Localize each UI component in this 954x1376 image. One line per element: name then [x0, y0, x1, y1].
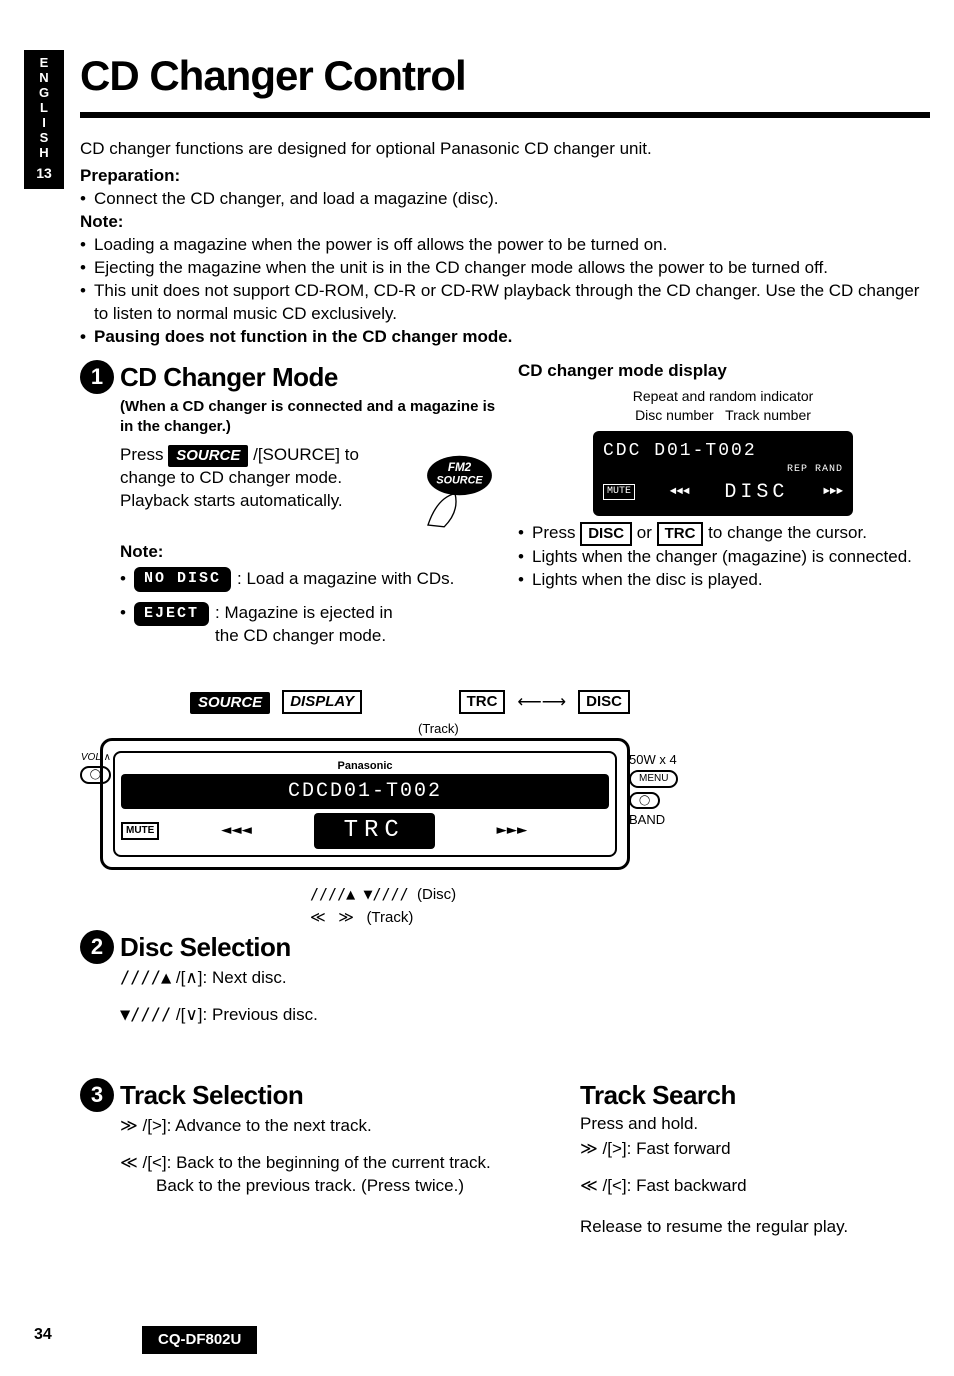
note-text: Pausing does not function in the CD chan… — [94, 326, 930, 349]
section-1-note-label: Note: — [120, 541, 500, 564]
next-disc-text: /[∧]: Next disc. — [176, 968, 287, 987]
back-track-text-2: Back to the previous track. (Press twice… — [156, 1175, 520, 1198]
arrows-left-icon: ≪ — [120, 1153, 138, 1173]
track-number-label: Track number — [725, 407, 811, 423]
section-2-title: Disc Selection — [120, 930, 291, 965]
section-1-title: CD Changer Mode — [120, 360, 500, 395]
right-bullet: •Lights when the changer (magazine) is c… — [518, 546, 928, 569]
unit-display-label: DISPLAY — [282, 690, 362, 714]
display-main-text: CDC D01-T002 — [603, 439, 843, 463]
no-disc-text: : Load a magazine with CDs. — [237, 568, 454, 591]
section-1-left: 1 CD Changer Mode (When a CD changer is … — [80, 360, 500, 648]
tab-page-number: 13 — [24, 165, 64, 181]
right-text: Lights when the changer (magazine) is co… — [532, 546, 928, 569]
arrows-right-icon: ≫ — [120, 1116, 138, 1136]
unit-trc-label: TRC — [459, 690, 506, 714]
language-tab: E N G L I S H 13 — [24, 50, 64, 189]
press-text: Press — [120, 445, 168, 464]
band-label: BAND — [629, 811, 689, 829]
intro-block: CD changer functions are designed for op… — [80, 138, 930, 348]
radio-unit-diagram: SOURCE DISPLAY TRC ⟵⟶ DISC (Track) VOL ∧… — [100, 690, 630, 931]
step-1-badge: 1 — [80, 360, 114, 394]
no-disc-row: • NO DISC : Load a magazine with CDs. — [120, 567, 500, 591]
model-number: CQ-DF802U — [142, 1326, 257, 1354]
unit-screen: CDCD01-T002 — [121, 774, 609, 809]
track-search-title: Track Search — [580, 1078, 910, 1113]
source-button-icon: FM2 SOURCE — [410, 444, 500, 541]
note-bullet: •This unit does not support CD-ROM, CD-R… — [80, 280, 930, 326]
unit-disc-label: DISC — [578, 690, 630, 714]
prep-text: Connect the CD changer, and load a magaz… — [94, 188, 930, 211]
intro-line: CD changer functions are designed for op… — [80, 138, 930, 161]
stripe-up-icon: ////▲ — [120, 968, 171, 988]
fast-backward-text: /[<]: Fast backward — [603, 1176, 747, 1195]
release-text: Release to resume the regular play. — [580, 1216, 910, 1239]
step-2-badge: 2 — [80, 930, 114, 964]
eject-text: : Magazine is ejected in the CD changer … — [215, 602, 415, 648]
svg-text:FM2: FM2 — [448, 461, 472, 474]
guide-line-2: Disc number Track number — [518, 406, 928, 425]
press-label: Press — [532, 523, 580, 542]
brand-label: Panasonic — [121, 759, 609, 774]
under-track: ≪ ≫ (Track) — [310, 907, 630, 928]
disc-box: DISC — [580, 522, 632, 546]
note-bullet: •Ejecting the magazine when the unit is … — [80, 257, 930, 280]
section-1-subtitle: (When a CD changer is connected and a ma… — [120, 397, 500, 438]
ff-icon: ≫ — [580, 1139, 598, 1159]
fb-icon: ≪ — [580, 1176, 598, 1196]
page-title: CD Changer Control — [80, 48, 466, 105]
page-number: 34 — [34, 1324, 52, 1346]
back-track-text: /[<]: Back to the beginning of the curre… — [143, 1153, 491, 1172]
under-disc: ////▲ ▼//// (Disc) — [310, 884, 630, 905]
or-label: or — [637, 523, 657, 542]
right-text: Lights when the disc is played. — [532, 569, 928, 592]
disc-number-label: Disc number — [635, 407, 714, 423]
no-disc-indicator: NO DISC — [134, 567, 231, 591]
menu-button: MENU — [629, 770, 678, 788]
unit-source-label: SOURCE — [190, 692, 270, 714]
title-rule — [80, 112, 930, 118]
display-mute: MUTE — [603, 484, 635, 500]
note-text: Ejecting the magazine when the unit is i… — [94, 257, 930, 280]
display-disc: DISC — [724, 479, 788, 506]
note-bullet-bold: •Pausing does not function in the CD cha… — [80, 326, 930, 349]
vol-label: VOL — [81, 752, 101, 763]
section-3-title: Track Selection — [120, 1078, 303, 1113]
unit-track-paren: (Track) — [418, 720, 630, 738]
section-1-right: CD changer mode display Repeat and rando… — [518, 360, 928, 648]
eject-row: • EJECT : Magazine is ejected in the CD … — [120, 602, 500, 648]
unit-mute: MUTE — [121, 822, 159, 840]
guide-line-1: Repeat and random indicator — [518, 387, 928, 406]
right-bullet: • Press DISC or TRC to change the cursor… — [518, 522, 928, 546]
note-bullet: •Loading a magazine when the power is of… — [80, 234, 930, 257]
advance-track-text: /[>]: Advance to the next track. — [143, 1116, 372, 1135]
unit-trc: TRC — [314, 813, 435, 849]
stripe-down-icon: ▼//// — [120, 1005, 171, 1025]
svg-text:SOURCE: SOURCE — [436, 474, 483, 486]
fast-forward-text: /[>]: Fast forward — [603, 1139, 731, 1158]
source-label: SOURCE — [168, 445, 248, 467]
note-text: Loading a magazine when the power is off… — [94, 234, 930, 257]
preparation-label: Preparation: — [80, 165, 930, 188]
note-text: This unit does not support CD-ROM, CD-R … — [94, 280, 930, 326]
language-letters: E N G L I S H — [24, 56, 64, 161]
section-3: 3 Track Selection ≫ /[>]: Advance to the… — [80, 1078, 520, 1198]
track-search-section: Track Search Press and hold. ≫ /[>]: Fas… — [580, 1078, 910, 1239]
cursor-label: to change the cursor. — [708, 523, 867, 542]
eject-indicator: EJECT — [134, 602, 209, 626]
prev-disc-text: /[∨]: Previous disc. — [176, 1005, 318, 1024]
power-label: 50W x 4 — [629, 752, 677, 767]
step-3-badge: 3 — [80, 1078, 114, 1112]
press-hold-text: Press and hold. — [580, 1113, 910, 1136]
section-2: 2 Disc Selection ////▲ /[∧]: Next disc. … — [80, 930, 520, 1027]
display-rep-rand: REP RAND — [603, 463, 843, 477]
right-bullet: •Lights when the disc is played. — [518, 569, 928, 592]
display-header: CD changer mode display — [518, 360, 928, 383]
prep-bullet: •Connect the CD changer, and load a maga… — [80, 188, 930, 211]
trc-box: TRC — [657, 522, 704, 546]
display-panel: CDC D01-T002 REP RAND MUTE ◄◄◄ DISC ►►► — [593, 431, 853, 516]
note-label: Note: — [80, 211, 930, 234]
